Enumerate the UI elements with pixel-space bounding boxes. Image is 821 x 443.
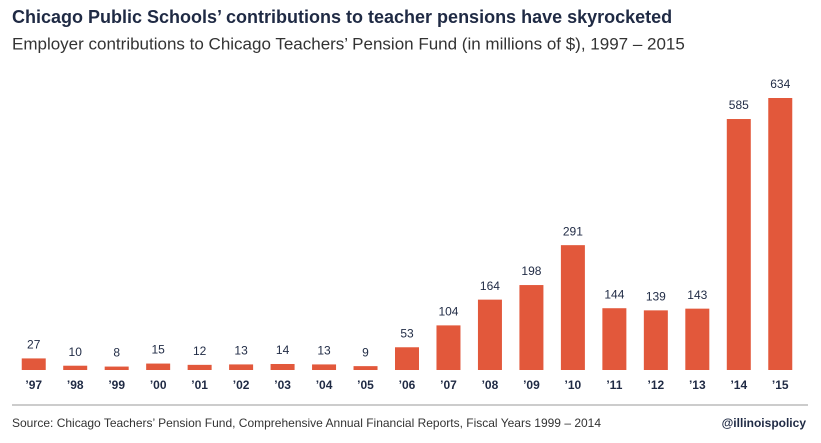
value-label: 143 <box>687 288 707 302</box>
value-label: 10 <box>69 345 83 359</box>
chart-title: Chicago Public Schools’ contributions to… <box>12 7 672 27</box>
x-tick-label: ’03 <box>274 378 291 392</box>
value-label: 14 <box>276 343 290 357</box>
value-label: 15 <box>151 343 165 357</box>
x-tick-label: ’13 <box>689 378 706 392</box>
bar <box>726 119 751 370</box>
x-tick-label: ’06 <box>399 378 416 392</box>
value-label: 164 <box>480 279 500 293</box>
bar <box>436 325 461 370</box>
bar <box>104 366 129 370</box>
credit: @illinoispolicy <box>722 416 807 430</box>
value-label: 198 <box>521 264 541 278</box>
x-tick-label: ’02 <box>233 378 250 392</box>
x-tick-label: ’04 <box>316 378 333 392</box>
value-label: 104 <box>438 305 458 319</box>
value-label: 144 <box>604 287 624 301</box>
bar <box>395 347 419 370</box>
value-label: 13 <box>234 344 248 358</box>
bar <box>560 245 585 370</box>
chart-subtitle: Employer contributions to Chicago Teache… <box>12 34 685 53</box>
value-label: 139 <box>646 290 666 304</box>
bar <box>187 364 212 370</box>
value-label: 634 <box>770 77 790 91</box>
x-tick-label: ’09 <box>523 378 540 392</box>
bar <box>643 310 668 370</box>
bar <box>146 363 171 370</box>
x-tick-label: ’97 <box>25 378 42 392</box>
bar <box>21 358 46 370</box>
x-tick-label: ’10 <box>565 378 582 392</box>
x-tick-label: ’01 <box>191 378 208 392</box>
bar <box>353 366 378 370</box>
value-label: 8 <box>113 346 120 360</box>
x-tick-label: ’15 <box>772 378 789 392</box>
value-label: 9 <box>362 345 369 359</box>
x-tick-label: ’11 <box>606 378 622 392</box>
value-label: 585 <box>729 98 749 112</box>
bar <box>685 308 710 370</box>
bar <box>519 285 544 370</box>
bar <box>229 364 254 370</box>
x-tick-label: ’00 <box>150 378 167 392</box>
source: Source: Chicago Teachers’ Pension Fund, … <box>12 416 601 430</box>
bar <box>768 98 793 370</box>
bar <box>477 299 502 370</box>
x-tick-label: ’07 <box>440 378 457 392</box>
value-label: 53 <box>400 326 414 340</box>
bar <box>270 363 295 370</box>
value-label: 291 <box>563 224 583 238</box>
x-tick-label: ’08 <box>482 378 499 392</box>
bar <box>312 364 337 370</box>
x-tick-label: ’12 <box>647 378 664 392</box>
x-tick-label: ’05 <box>357 378 374 392</box>
value-label: 13 <box>317 344 331 358</box>
value-label: 12 <box>193 344 207 358</box>
x-tick-label: ’98 <box>67 378 84 392</box>
bar <box>602 308 627 370</box>
x-tick-label: ’14 <box>730 378 747 392</box>
bar <box>63 365 88 370</box>
x-tick-label: ’99 <box>108 378 125 392</box>
value-label: 27 <box>27 338 41 352</box>
